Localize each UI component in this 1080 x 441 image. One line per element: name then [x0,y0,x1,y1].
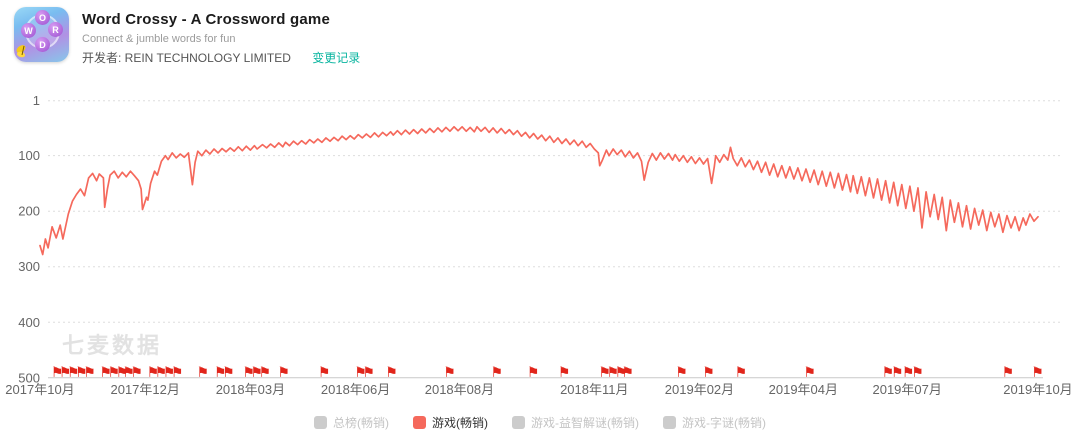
update-flag-icon[interactable]: ⚑ [354,364,367,380]
y-axis-tick-label: 400 [18,315,40,330]
y-axis-tick-label: 100 [18,148,40,163]
update-flag-icon[interactable]: ⚑ [443,364,456,380]
update-flag-icon[interactable]: ⚑ [67,364,80,380]
legend-swatch-icon [663,416,676,429]
update-flag-icon[interactable]: ⚑ [490,364,503,380]
app-title: Word Crossy - A Crossword game [82,11,330,28]
icon-letter: R [48,22,63,37]
rank-trend-chart[interactable]: 1 100 200 300 400 500 2017年10月 2017年12月 2018年03月… [0,85,1080,415]
update-flag-icon[interactable]: ⚑ [1002,364,1015,380]
update-flag-icon[interactable]: ⚑ [155,364,168,380]
update-flag-icon[interactable]: ⚑ [116,364,129,380]
x-axis-tick-label: 2018年11月 [560,382,628,397]
x-axis-tick-label: 2017年10月 [5,382,74,397]
x-axis-tick-label: 2018年08月 [425,382,494,397]
update-flag-icon[interactable]: ⚑ [803,364,816,380]
update-flag-icon[interactable]: ⚑ [891,364,904,380]
update-flag-icon[interactable]: ⚑ [558,364,571,380]
update-flag-icon[interactable]: ⚑ [598,364,611,380]
update-flag-icon[interactable]: ⚑ [242,364,255,380]
update-flag-icon[interactable]: ⚑ [147,364,160,380]
update-flag-icon[interactable]: ⚑ [250,364,263,380]
legend-item-3[interactable]: 游戏-益智解谜(畅销) [512,414,639,431]
butterfly-icon [16,45,26,58]
legend-label: 游戏-字谜(畅销) [682,416,766,430]
x-axis-tick-label: 2018年03月 [216,382,285,397]
app-header: O W R D Word Crossy - A Crossword game C… [14,7,360,66]
legend-swatch-icon [512,416,525,429]
update-flag-icon[interactable]: ⚑ [171,364,184,380]
legend-item-4[interactable]: 游戏-字谜(畅销) [663,414,766,431]
x-axis-tick-label: 2019年07月 [872,382,941,397]
update-flag-icon[interactable]: ⚑ [122,364,135,380]
update-flag-icon[interactable]: ⚑ [735,364,748,380]
rank-line-series[interactable] [39,125,1039,256]
icon-letter: W [21,23,36,38]
update-flag-icon[interactable]: ⚑ [222,364,235,380]
update-flag-icon[interactable]: ⚑ [675,364,688,380]
legend-item-2[interactable]: 游戏(畅销) [413,414,488,431]
app-subtitle: Connect & jumble words for fun [82,33,236,45]
y-axis-tick-label: 300 [18,259,40,274]
update-flag-icon[interactable]: ⚑ [606,364,619,380]
update-flag-icon[interactable]: ⚑ [163,364,176,380]
app-icon: O W R D [14,7,69,62]
update-flag-icon[interactable]: ⚑ [362,364,375,380]
icon-letter: D [35,37,50,52]
x-axis-tick-label: 2017年12月 [110,382,179,397]
update-flag-icon[interactable]: ⚑ [51,364,64,380]
x-axis-tick-label: 2019年10月 [1003,382,1072,397]
update-flag-icon[interactable]: ⚑ [1031,364,1044,380]
legend-label: 总榜(畅销) [333,416,389,430]
update-flag-icon[interactable]: ⚑ [59,364,72,380]
update-flag-icon[interactable]: ⚑ [196,364,209,380]
legend-label: 游戏(畅销) [432,416,488,430]
x-axis-tick-label: 2019年02月 [665,382,734,397]
y-axis-tick-label: 1 [33,93,40,108]
y-axis-tick-label: 500 [18,370,40,385]
update-flag-icon[interactable]: ⚑ [107,364,120,380]
update-flag-icon[interactable]: ⚑ [277,364,290,380]
x-axis-tick-label: 2018年06月 [321,382,390,397]
icon-letter: O [35,10,50,25]
update-flag-icon[interactable]: ⚑ [902,364,915,380]
y-axis-tick-label: 200 [18,204,40,219]
legend-swatch-icon [314,416,327,429]
update-flag-icon[interactable]: ⚑ [911,364,924,380]
legend-label: 游戏-益智解谜(畅销) [531,416,639,430]
x-axis-tick-label: 2019年04月 [769,382,838,397]
update-flag-icon[interactable]: ⚑ [99,364,112,380]
update-flag-icon[interactable]: ⚑ [527,364,540,380]
update-flag-icon[interactable]: ⚑ [385,364,398,380]
update-flag-icon[interactable]: ⚑ [83,364,96,380]
legend-swatch-icon [413,416,426,429]
update-flag-icon[interactable]: ⚑ [318,364,331,380]
update-flag-icon[interactable]: ⚑ [702,364,715,380]
update-flag-icon[interactable]: ⚑ [621,364,634,380]
update-flag-icon[interactable]: ⚑ [615,364,628,380]
update-flag-icon[interactable]: ⚑ [75,364,88,380]
changelog-link[interactable]: 变更记录 [312,51,361,65]
chart-legend: 总榜(畅销) 游戏(畅销) 游戏-益智解谜(畅销) 游戏-字谜(畅销) [0,414,1080,431]
legend-item-1[interactable]: 总榜(畅销) [314,414,389,431]
developer-label: 开发者: REIN TECHNOLOGY LIMITED [82,51,291,65]
update-flag-icon[interactable]: ⚑ [259,364,272,380]
update-flag-icon[interactable]: ⚑ [214,364,227,380]
update-flag-icon[interactable]: ⚑ [882,364,895,380]
update-flag-icon[interactable]: ⚑ [130,364,143,380]
